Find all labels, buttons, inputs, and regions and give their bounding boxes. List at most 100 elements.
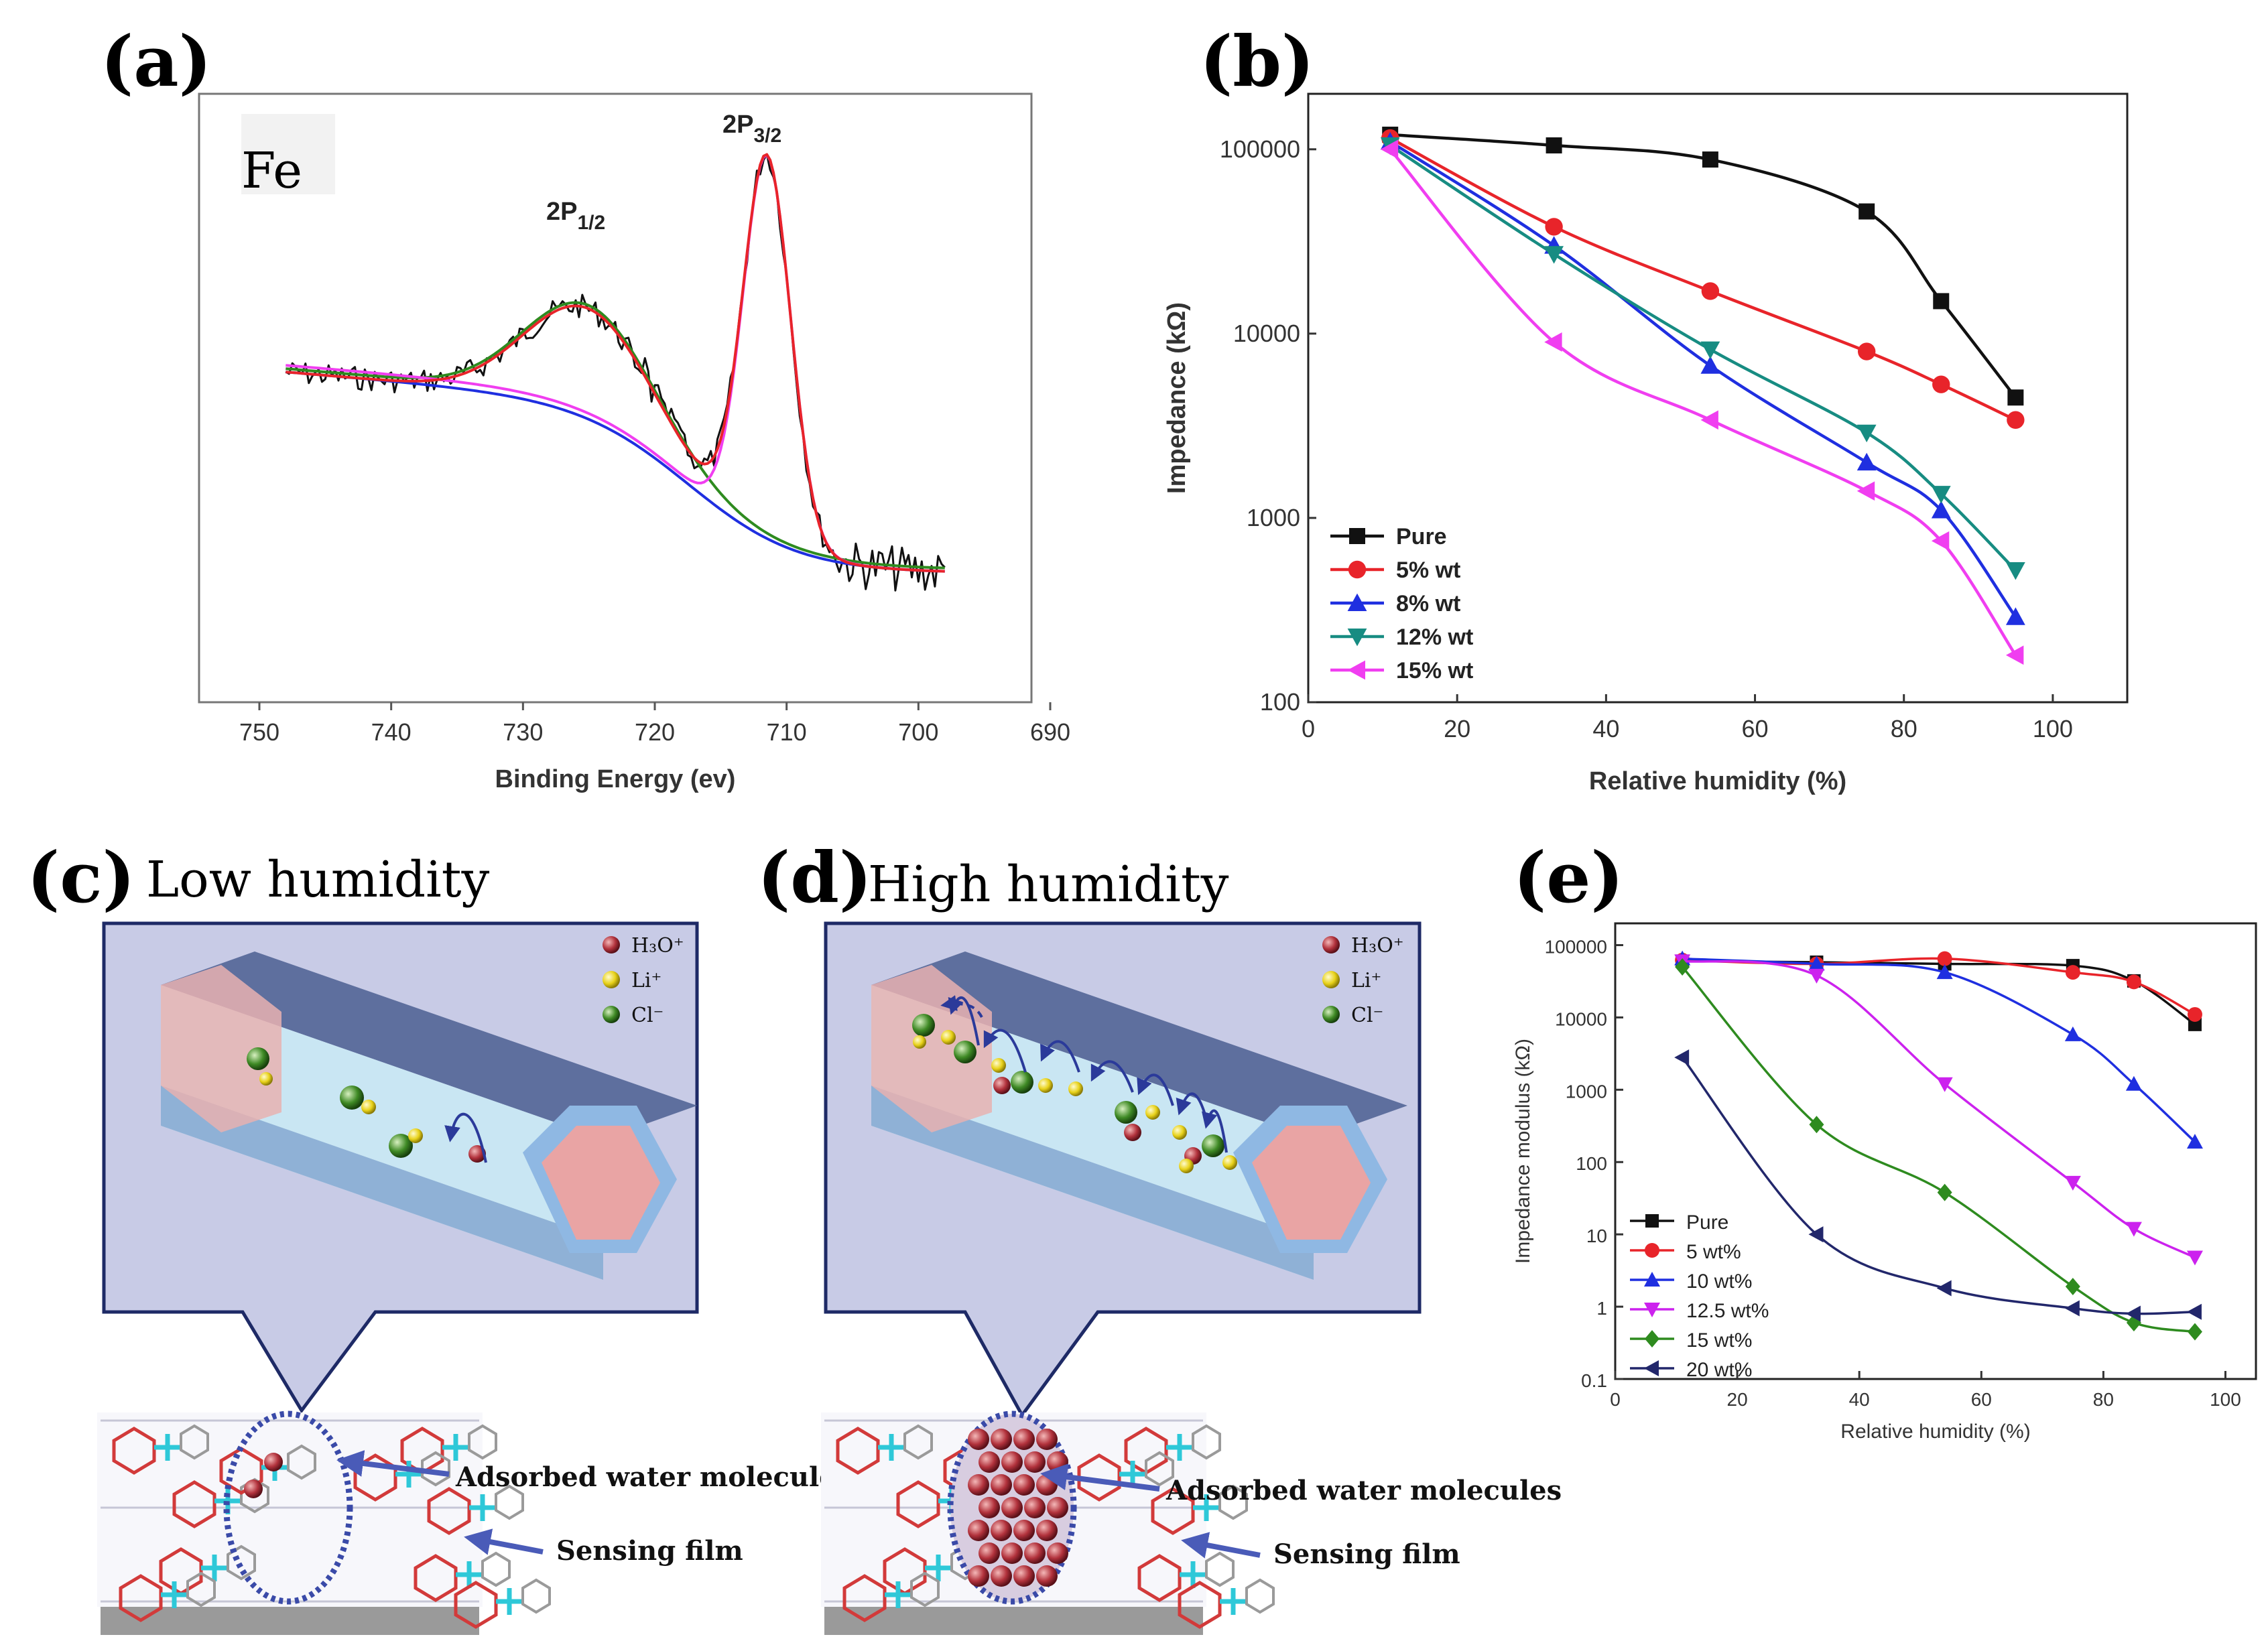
water-molecule bbox=[1024, 1451, 1046, 1473]
water-molecule bbox=[1013, 1520, 1035, 1541]
water-molecule bbox=[1001, 1542, 1023, 1564]
data-point bbox=[1808, 956, 1825, 971]
peak-2p12-label: 2P1/2 bbox=[546, 198, 605, 234]
linker-ring-grey bbox=[481, 1551, 511, 1587]
panel-e-frame bbox=[1614, 922, 2257, 1380]
water-molecule bbox=[1036, 1520, 1058, 1541]
linker-ring bbox=[1137, 1554, 1182, 1602]
data-point bbox=[2064, 1175, 2081, 1191]
legend-marker bbox=[1347, 593, 1367, 611]
y-tick-label: 10 bbox=[1586, 1226, 1607, 1246]
li-legend-label: Li⁺ bbox=[1351, 969, 1381, 992]
panel-b-x-label: Relative humidity (%) bbox=[1589, 767, 1846, 795]
x-tick-label: 100 bbox=[2033, 715, 2073, 742]
panel-b-series bbox=[1380, 127, 2025, 665]
linker-ring-grey bbox=[1145, 1451, 1174, 1487]
linker-ring bbox=[353, 1453, 397, 1502]
linker-ring bbox=[159, 1547, 203, 1595]
data-point bbox=[1857, 342, 1876, 360]
water-molecule bbox=[991, 1520, 1012, 1541]
x-tick-label: 710 bbox=[767, 718, 807, 746]
cl-legend-label: Cl⁻ bbox=[1351, 1004, 1383, 1027]
li-legend-ball bbox=[603, 971, 620, 988]
linker-ring-grey bbox=[521, 1578, 551, 1614]
data-point bbox=[2125, 1075, 2142, 1091]
linker-ring bbox=[1077, 1453, 1121, 1502]
series-line-15-wt bbox=[1389, 148, 2017, 657]
li-ion bbox=[913, 1035, 926, 1049]
h3o-legend-label: H₃O⁺ bbox=[1351, 934, 1404, 958]
y-tick-label: 10000 bbox=[1233, 320, 1300, 347]
data-point bbox=[1936, 964, 1953, 980]
data-point bbox=[2064, 1026, 2081, 1041]
water-molecule bbox=[1001, 1451, 1023, 1473]
linker-ring-grey bbox=[910, 1571, 940, 1607]
water-molecule bbox=[1013, 1474, 1035, 1496]
water-molecule bbox=[968, 1429, 989, 1450]
linker-ring bbox=[454, 1581, 498, 1629]
data-point bbox=[2187, 1006, 2202, 1022]
data-point bbox=[1933, 293, 1950, 310]
h3o-legend-ball bbox=[1322, 936, 1340, 954]
linker-ring bbox=[172, 1480, 216, 1528]
panel-b-legend: Pure 5% wt 8% wt 12% wt 15% wt bbox=[1330, 524, 1473, 683]
prism-bottom-low bbox=[161, 1086, 603, 1280]
water-molecule bbox=[968, 1565, 989, 1587]
panel-e-legend: Pure 5 wt% 10 wt% 12.5 wt% 15 wt% 20 wt% bbox=[1630, 1211, 1769, 1381]
h3o-ion bbox=[1124, 1124, 1141, 1141]
linker-ring-grey bbox=[468, 1424, 497, 1460]
panel-a-x-label: Binding Energy (ev) bbox=[495, 765, 736, 793]
metal-node bbox=[1220, 1588, 1247, 1615]
peak-2p32-label: 2P3/2 bbox=[722, 111, 781, 147]
cl-ion bbox=[1202, 1134, 1224, 1157]
panel-b-frame bbox=[1307, 92, 2129, 704]
x-tick-label: 80 bbox=[1891, 715, 1917, 742]
x-tick-label: 740 bbox=[371, 718, 412, 746]
panel-b-axes: 0 20 40 60 80 100 100 1000 10000 100000 bbox=[1220, 135, 2073, 742]
panel-d: (d) High humidity H₃O⁺ Li⁺ Cl⁻ Adsorbed wa… bbox=[757, 836, 1562, 1635]
data-point bbox=[2126, 974, 2141, 990]
xps-envelope-line bbox=[286, 153, 945, 573]
cl-ion bbox=[247, 1047, 269, 1070]
metal-node bbox=[925, 1555, 952, 1581]
linker-ring-grey bbox=[903, 1424, 933, 1460]
panel-b-label: (b) bbox=[1200, 20, 1314, 103]
x-tick-label: 690 bbox=[1030, 718, 1070, 746]
x-tick-label: 0 bbox=[1302, 715, 1315, 742]
li-ion bbox=[1179, 1159, 1194, 1173]
water-arrow-low bbox=[336, 1450, 450, 1477]
panel-e-x-label: Relative humidity (%) bbox=[1840, 1421, 2030, 1443]
substrate-shadow bbox=[824, 1607, 1203, 1635]
cl-ion bbox=[389, 1134, 413, 1158]
data-point bbox=[1700, 410, 1718, 430]
linker-ring-grey bbox=[186, 1571, 216, 1607]
hex-face-front-low bbox=[542, 1126, 660, 1240]
metal-node bbox=[154, 1434, 181, 1461]
panel-a-element: Fe bbox=[241, 142, 302, 200]
data-point bbox=[1701, 282, 1720, 300]
legend-marker bbox=[1347, 629, 1367, 647]
data-point bbox=[1856, 452, 1877, 471]
data-point bbox=[2125, 1305, 2141, 1322]
series-line-12-wt bbox=[1389, 144, 2017, 572]
y-tick-label: 0.1 bbox=[1581, 1370, 1607, 1391]
hop-arrow bbox=[983, 1029, 1027, 1073]
legend-marker bbox=[1644, 1272, 1660, 1287]
x-tick-label: 60 bbox=[1971, 1389, 1992, 1410]
metal-node bbox=[161, 1581, 188, 1608]
legend-label: 5 wt% bbox=[1686, 1241, 1741, 1263]
panel-e-series bbox=[1674, 950, 2203, 1341]
h3o-ion bbox=[993, 1077, 1011, 1094]
metal-node bbox=[395, 1461, 422, 1488]
water-arrow-high bbox=[1040, 1463, 1160, 1492]
cl-ion bbox=[912, 1014, 935, 1037]
y-tick-label: 10000 bbox=[1555, 1008, 1607, 1029]
ion-legend-low: H₃O⁺ Li⁺ Cl⁻ bbox=[603, 934, 684, 1027]
metal-node bbox=[496, 1588, 523, 1615]
x-tick-label: 750 bbox=[239, 718, 279, 746]
cl-ion bbox=[1011, 1071, 1033, 1094]
ions-low bbox=[247, 1047, 486, 1163]
legend-label: 20 wt% bbox=[1686, 1359, 1752, 1381]
x-tick-label: 100 bbox=[2210, 1389, 2241, 1410]
film-label-low: Sensing film bbox=[556, 1535, 743, 1567]
